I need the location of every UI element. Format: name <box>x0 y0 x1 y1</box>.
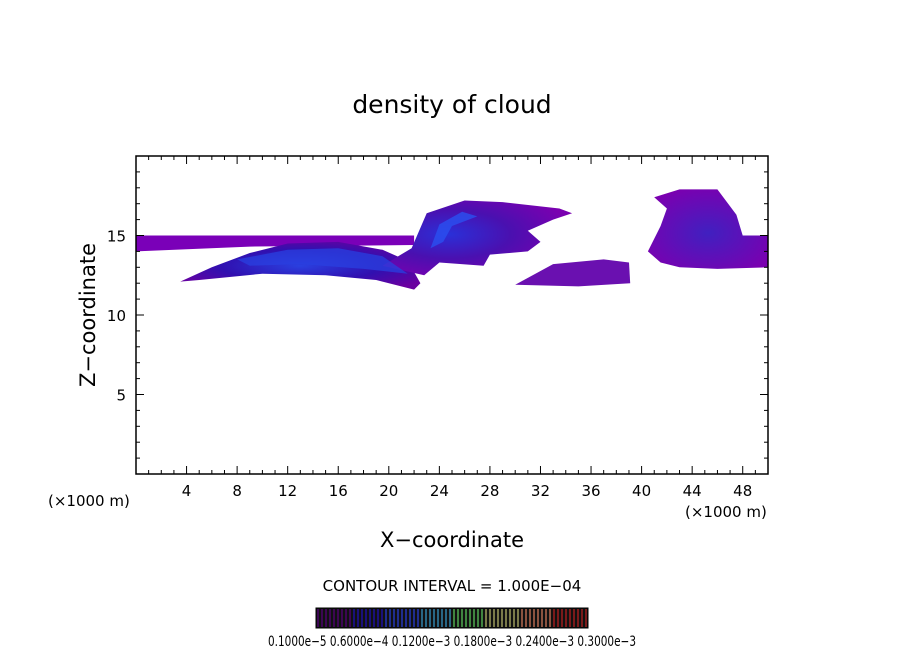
colorbar-background <box>316 608 588 628</box>
cloud-core <box>430 211 478 249</box>
y-tick-label: 15 <box>107 228 126 246</box>
x-tick-label: 32 <box>531 482 550 500</box>
cloud-region <box>382 200 573 276</box>
x-tick-labels: 4 8 12 16 20 24 28 32 36 40 44 48 <box>182 482 752 500</box>
x-tick-label: 48 <box>733 482 752 500</box>
x-tick-label: 20 <box>379 482 398 500</box>
x-tick-label: 4 <box>182 482 192 500</box>
colorbar <box>315 607 589 629</box>
x-tick-label: 16 <box>329 482 348 500</box>
x-tick-label: 28 <box>480 482 499 500</box>
cloud-field <box>136 189 768 290</box>
chart-title: density of cloud <box>352 90 551 119</box>
y-axis-label: Z−coordinate <box>76 243 100 387</box>
y-tick-labels: 5 10 15 <box>107 228 126 405</box>
cloud-region <box>647 189 768 269</box>
x-axis-label: X−coordinate <box>380 528 524 552</box>
y-tick-label: 5 <box>116 387 126 405</box>
y-tick-label: 10 <box>107 307 126 325</box>
x-tick-label: 12 <box>278 482 297 500</box>
x-tick-label: 8 <box>232 482 242 500</box>
contour-interval-label: CONTOUR INTERVAL = 1.000E−04 <box>323 577 582 595</box>
cloud-region <box>515 259 631 287</box>
x-tick-label: 36 <box>581 482 600 500</box>
x-unit-right: (×1000 m) <box>685 503 767 521</box>
colorbar-frame <box>315 607 589 629</box>
x-tick-label: 40 <box>632 482 651 500</box>
cloud-region <box>136 235 415 252</box>
colorbar-labels: 0.1000e−5 0.6000e−4 0.1200e−3 0.1800e−3 … <box>268 634 636 650</box>
x-tick-label: 44 <box>683 482 702 500</box>
x-tick-label: 24 <box>430 482 449 500</box>
cloud-core <box>237 248 408 274</box>
x-unit-left: (×1000 m) <box>48 492 130 510</box>
axis-ticks <box>136 156 768 474</box>
